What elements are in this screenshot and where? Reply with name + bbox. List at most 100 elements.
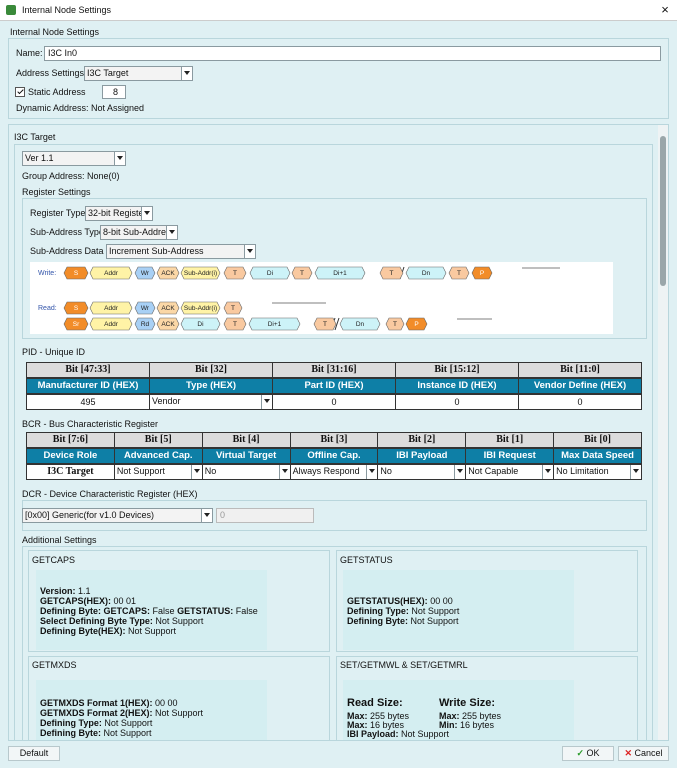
frame-segment xyxy=(63,317,89,331)
dropdown-arrow xyxy=(278,465,290,479)
info-line: GETMXDS Format 1(HEX): 00 00 xyxy=(40,697,178,709)
group-box xyxy=(8,38,669,119)
cell-value: 495 xyxy=(26,394,150,410)
dropdown-arrow xyxy=(190,465,202,479)
frame-segment xyxy=(314,266,366,280)
info-label: GETMXDS Format 2(HEX): xyxy=(40,708,153,718)
segment-label: Di+1 xyxy=(268,321,282,328)
info-panel xyxy=(36,570,267,650)
select[interactable]: No xyxy=(377,464,467,480)
column-bits: Bit [3] xyxy=(289,432,379,448)
column-bits: Bit [31:16] xyxy=(272,362,396,378)
checkbox[interactable] xyxy=(15,87,25,97)
scroll-thumb[interactable] xyxy=(660,136,666,286)
frame-segment xyxy=(180,317,221,331)
column-header: Part ID (HEX) xyxy=(272,378,396,394)
info-value: 255 bytes xyxy=(462,711,502,721)
scrollbar[interactable] xyxy=(658,125,668,740)
segment-label: Addr xyxy=(104,305,119,312)
info-label: Max: xyxy=(347,711,368,721)
segment-label: ACK xyxy=(161,305,175,312)
dropdown-arrow xyxy=(201,509,212,522)
column-header: IBI Payload xyxy=(377,448,467,464)
select[interactable]: Always Respond xyxy=(289,464,379,480)
info-value: Not Support xyxy=(410,616,459,626)
spinner-value: 0 xyxy=(220,510,226,520)
button-label: Cancel xyxy=(634,748,663,758)
select[interactable]: No Limitation xyxy=(553,464,642,480)
column-bits: Bit [4] xyxy=(201,432,291,448)
select[interactable]: No xyxy=(201,464,291,480)
select-value: No xyxy=(204,466,217,476)
dropdown-arrow xyxy=(454,465,466,479)
group-box xyxy=(336,550,638,652)
frame-segment xyxy=(249,266,291,280)
info-label: Defining Type: xyxy=(347,606,409,616)
frame-segment xyxy=(156,266,180,280)
static-address-input[interactable]: 8 xyxy=(102,85,126,99)
ok-button[interactable]: ✓ OK xyxy=(562,746,614,761)
segment-label: T xyxy=(457,270,461,277)
info-label: Defining Byte: GETCAPS: xyxy=(40,606,151,616)
column-bits: Bit [5] xyxy=(113,432,203,448)
select[interactable]: Not Support xyxy=(113,464,203,480)
segment-label: Di xyxy=(197,321,203,328)
select[interactable]: Not Capable xyxy=(465,464,555,480)
info-line: Max: 16 bytes xyxy=(347,719,404,731)
segment-label: Dn xyxy=(356,321,365,328)
info-label: GETSTATUS: xyxy=(177,606,234,616)
code-spinner[interactable]: 0 xyxy=(216,508,314,523)
frame-segment xyxy=(405,317,428,331)
info-label: Min: xyxy=(439,720,458,730)
info-line: Defining Type: Not Support xyxy=(347,605,459,617)
break xyxy=(334,317,340,331)
column-bits: Bit [32] xyxy=(149,362,273,378)
frame-segment xyxy=(89,301,133,315)
segment-label: Dn xyxy=(422,270,431,277)
frame-segment xyxy=(89,266,133,280)
label: Static Address xyxy=(28,87,86,97)
label: Name: xyxy=(16,48,43,58)
select[interactable]: 8-bit Sub-Address xyxy=(100,225,178,240)
row-label: Read: xyxy=(38,305,57,312)
frame-segment xyxy=(313,317,337,331)
group-box xyxy=(28,656,330,740)
cell-value: 0 xyxy=(395,394,519,410)
info-line: Max: 255 bytes xyxy=(439,710,501,722)
column-header: Vendor Define (HEX) xyxy=(518,378,642,394)
label: SET/GETMWL & SET/GETMRL xyxy=(340,660,468,670)
select[interactable]: Vendor xyxy=(149,394,273,410)
select-value: Vendor xyxy=(152,396,181,406)
label: Register Settings xyxy=(22,187,91,197)
column-bits: Bit [1] xyxy=(465,432,555,448)
select[interactable]: 32-bit Register xyxy=(85,206,153,221)
select[interactable]: Increment Sub-Address xyxy=(106,244,256,259)
frame-segment xyxy=(63,266,89,280)
cancel-button[interactable]: ✕ Cancel xyxy=(618,746,669,761)
frame-segment xyxy=(405,266,447,280)
frame-segment xyxy=(134,317,156,331)
info-line: IBI Payload: Not Support xyxy=(347,728,449,740)
info-line: GETCAPS(HEX): 00 01 xyxy=(40,595,136,607)
segment-label: T xyxy=(231,305,235,312)
group-box xyxy=(28,550,330,652)
column-header: Max Data Speed xyxy=(553,448,642,464)
label: Additional Settings xyxy=(22,535,97,545)
close-button[interactable]: × xyxy=(661,2,669,17)
select[interactable]: Ver 1.1 xyxy=(22,151,126,166)
select[interactable]: [0x00] Generic(for v1.0 Devices) xyxy=(22,508,213,523)
info-value: False xyxy=(152,606,175,616)
segment-label: Di xyxy=(267,270,273,277)
segment-label: T xyxy=(390,270,394,277)
address-select[interactable]: I3C Target xyxy=(84,66,193,81)
label: Write Size: xyxy=(439,697,496,709)
default-button[interactable]: Default xyxy=(8,746,60,761)
name-input[interactable]: I3C In0 xyxy=(44,46,661,61)
segment-label: T xyxy=(233,270,237,277)
dropdown-arrow xyxy=(366,465,378,479)
info-label: GETMXDS Format 1(HEX): xyxy=(40,698,153,708)
column-header: Virtual Target xyxy=(201,448,291,464)
select-value: [0x00] Generic(for v1.0 Devices) xyxy=(25,510,155,520)
frame-segment xyxy=(223,266,247,280)
segment-label: T xyxy=(323,321,327,328)
